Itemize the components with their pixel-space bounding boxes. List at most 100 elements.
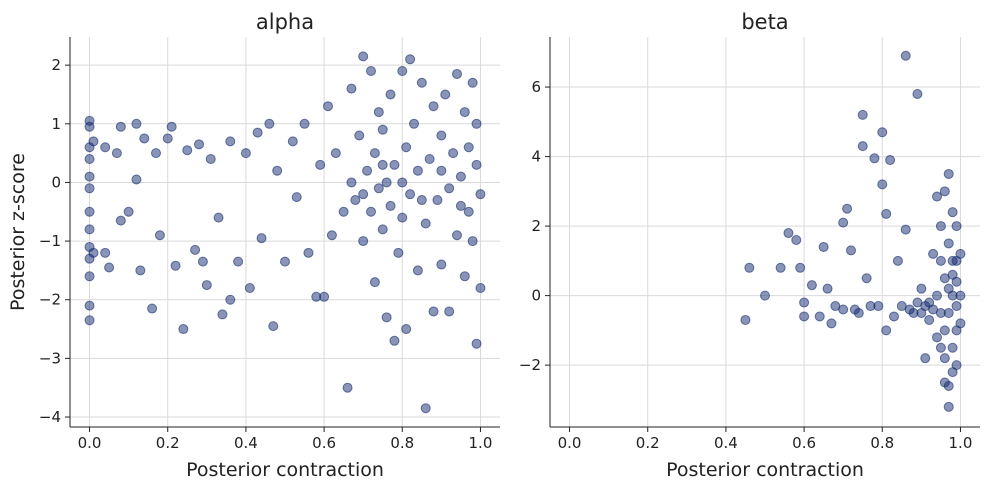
point	[744, 262, 755, 273]
point	[900, 50, 911, 61]
point	[213, 212, 224, 223]
point	[471, 338, 482, 349]
point	[444, 306, 455, 317]
point	[955, 248, 966, 259]
point	[928, 248, 939, 259]
y-tick-label: 1	[51, 115, 61, 133]
point	[420, 403, 431, 414]
subplot: 0.0 0.2 0.4 0.6 0.8 1.0 −4 −3 −2 −1 0 1 2 alpha Poster…	[7, 10, 500, 481]
point	[397, 66, 408, 77]
point	[84, 300, 95, 311]
point	[256, 233, 267, 244]
point	[857, 109, 868, 120]
point	[385, 200, 396, 211]
subplot-title: alpha	[256, 10, 314, 34]
point	[467, 236, 478, 247]
y-axis-label: Posterior z-score	[7, 153, 29, 311]
point	[436, 259, 447, 270]
point	[84, 271, 95, 282]
point	[939, 353, 950, 364]
point	[217, 309, 228, 320]
point	[170, 260, 181, 271]
point	[799, 311, 810, 322]
point	[373, 107, 384, 118]
point	[939, 325, 950, 336]
point	[475, 283, 486, 294]
y-tick-label: −2	[39, 291, 61, 309]
point	[471, 159, 482, 170]
point	[877, 179, 888, 190]
point	[471, 118, 482, 129]
point	[806, 280, 817, 291]
point	[405, 189, 416, 200]
point	[115, 121, 126, 132]
point	[139, 133, 150, 144]
point	[889, 311, 899, 322]
point	[783, 228, 794, 239]
point	[131, 118, 142, 129]
point	[190, 244, 201, 255]
point	[405, 54, 416, 65]
point	[463, 142, 474, 153]
point	[932, 290, 942, 301]
point	[280, 256, 290, 267]
point	[377, 124, 388, 135]
point	[424, 153, 435, 164]
point	[412, 165, 423, 176]
point	[84, 206, 95, 217]
point	[131, 174, 142, 185]
point	[397, 177, 408, 188]
point	[822, 283, 833, 294]
point	[385, 89, 396, 100]
point	[791, 234, 802, 245]
point	[463, 206, 474, 217]
point	[826, 318, 837, 329]
point	[947, 342, 958, 353]
point	[842, 203, 853, 214]
x-tick-label: 0.6	[792, 434, 816, 452]
y-tick-label: 0	[531, 287, 541, 305]
point	[162, 133, 173, 144]
point	[264, 118, 275, 129]
point	[436, 130, 447, 141]
point	[951, 276, 962, 287]
point	[393, 247, 404, 258]
point	[303, 247, 314, 258]
x-tick-label: 1.0	[949, 434, 973, 452]
point	[904, 304, 915, 315]
point	[440, 89, 451, 100]
point	[135, 265, 146, 276]
point	[795, 262, 806, 273]
point	[740, 314, 751, 325]
point	[233, 256, 244, 267]
point	[291, 192, 302, 203]
point	[420, 218, 431, 229]
point	[416, 195, 427, 206]
point	[84, 224, 95, 235]
point	[358, 236, 369, 247]
point	[916, 283, 927, 294]
y-tick-label: −1	[39, 232, 61, 250]
point	[178, 324, 189, 335]
point	[818, 241, 829, 252]
point	[323, 101, 333, 112]
point	[154, 230, 165, 241]
point	[240, 148, 251, 159]
point	[354, 130, 365, 141]
point	[444, 183, 455, 194]
point	[459, 107, 470, 118]
point	[869, 153, 880, 164]
point	[84, 183, 95, 194]
x-tick-label: 0.6	[312, 434, 336, 452]
point	[88, 136, 99, 147]
point	[935, 255, 946, 266]
subplot: 0.0 0.2 0.4 0.6 0.8 1.0 −2 0 2 4 6 beta Posterior co…	[519, 10, 980, 481]
x-tick-label: 0.8	[870, 434, 894, 452]
point	[455, 171, 466, 182]
point	[84, 315, 95, 326]
y-tick-label: −3	[39, 349, 61, 367]
x-tick-label: 0.2	[156, 434, 180, 452]
point	[299, 118, 310, 129]
point	[84, 153, 95, 164]
point	[955, 318, 966, 329]
